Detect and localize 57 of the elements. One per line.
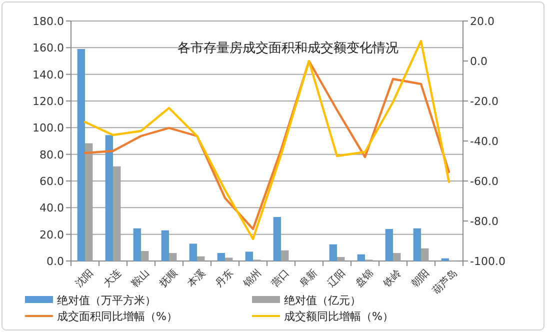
bar xyxy=(225,258,233,261)
y-tick-label: 180.0 xyxy=(32,15,64,28)
y2-tick-label: 20.0 xyxy=(470,15,494,28)
bar xyxy=(337,257,345,261)
bar xyxy=(385,229,393,261)
x-tick-label: 鞍山 xyxy=(129,267,152,290)
bar xyxy=(245,252,253,261)
y-tick-label: 60.0 xyxy=(40,175,64,188)
x-tick-label: 大连 xyxy=(101,267,124,290)
x-tick-label: 辽阳 xyxy=(325,267,348,290)
bar xyxy=(421,248,429,261)
bar xyxy=(441,258,449,261)
y-tick-label: 0.0 xyxy=(46,255,64,268)
y-tick-label: 100.0 xyxy=(32,122,64,135)
y-tick-label: 120.0 xyxy=(32,95,64,108)
x-tick-label: 营口 xyxy=(269,267,292,290)
y-tick-label: 80.0 xyxy=(40,148,64,162)
legend-label: 成交面积同比增幅（%） xyxy=(57,310,178,323)
x-tick-label: 阜新 xyxy=(297,267,320,290)
bar xyxy=(329,244,337,261)
bar xyxy=(189,244,197,261)
x-tick-label: 铁岭 xyxy=(380,267,404,290)
bar xyxy=(413,228,421,261)
y2-tick-label: -20.0 xyxy=(470,95,498,108)
x-tick-label: 盘锦 xyxy=(353,267,376,290)
y-tick-label: 160.0 xyxy=(32,42,64,55)
bar xyxy=(217,253,225,261)
y-tick-label: 140.0 xyxy=(32,68,64,82)
bar xyxy=(133,228,141,261)
x-tick-label: 葫芦岛 xyxy=(430,267,460,297)
x-tick-label: 丹东 xyxy=(213,267,236,290)
text: 各市存量房成交面积和成交额变化情况 xyxy=(178,40,398,56)
bar xyxy=(273,217,281,261)
y-tick-label: 40.0 xyxy=(40,202,64,215)
x-tick-label: 锦州 xyxy=(240,267,264,290)
y2-tick-label: -60.0 xyxy=(470,175,498,188)
bar xyxy=(357,254,365,261)
bar xyxy=(141,251,149,261)
y2-tick-label: -40.0 xyxy=(470,135,498,148)
y2-tick-label: -100.0 xyxy=(470,255,506,268)
bar xyxy=(161,230,169,261)
y2-tick-label: 0.0 xyxy=(470,55,488,68)
bar xyxy=(169,253,177,261)
legend-label: 绝对值（亿元） xyxy=(284,294,361,307)
x-tick-label: 本溪 xyxy=(185,267,208,290)
y-tick-label: 20.0 xyxy=(40,228,64,242)
bar xyxy=(77,49,85,261)
legend-label: 绝对值（万平方米） xyxy=(57,294,156,307)
x-tick-label: 沈阳 xyxy=(73,267,96,290)
bar xyxy=(197,256,205,261)
legend-label: 成交额同比增幅（%） xyxy=(284,310,394,323)
x-tick-label: 抚顺 xyxy=(156,267,180,290)
y2-tick-label: -80.0 xyxy=(470,215,498,228)
bar xyxy=(281,250,289,261)
x-tick-label: 朝阳 xyxy=(409,267,432,290)
bar xyxy=(105,135,113,261)
bar xyxy=(393,253,401,261)
